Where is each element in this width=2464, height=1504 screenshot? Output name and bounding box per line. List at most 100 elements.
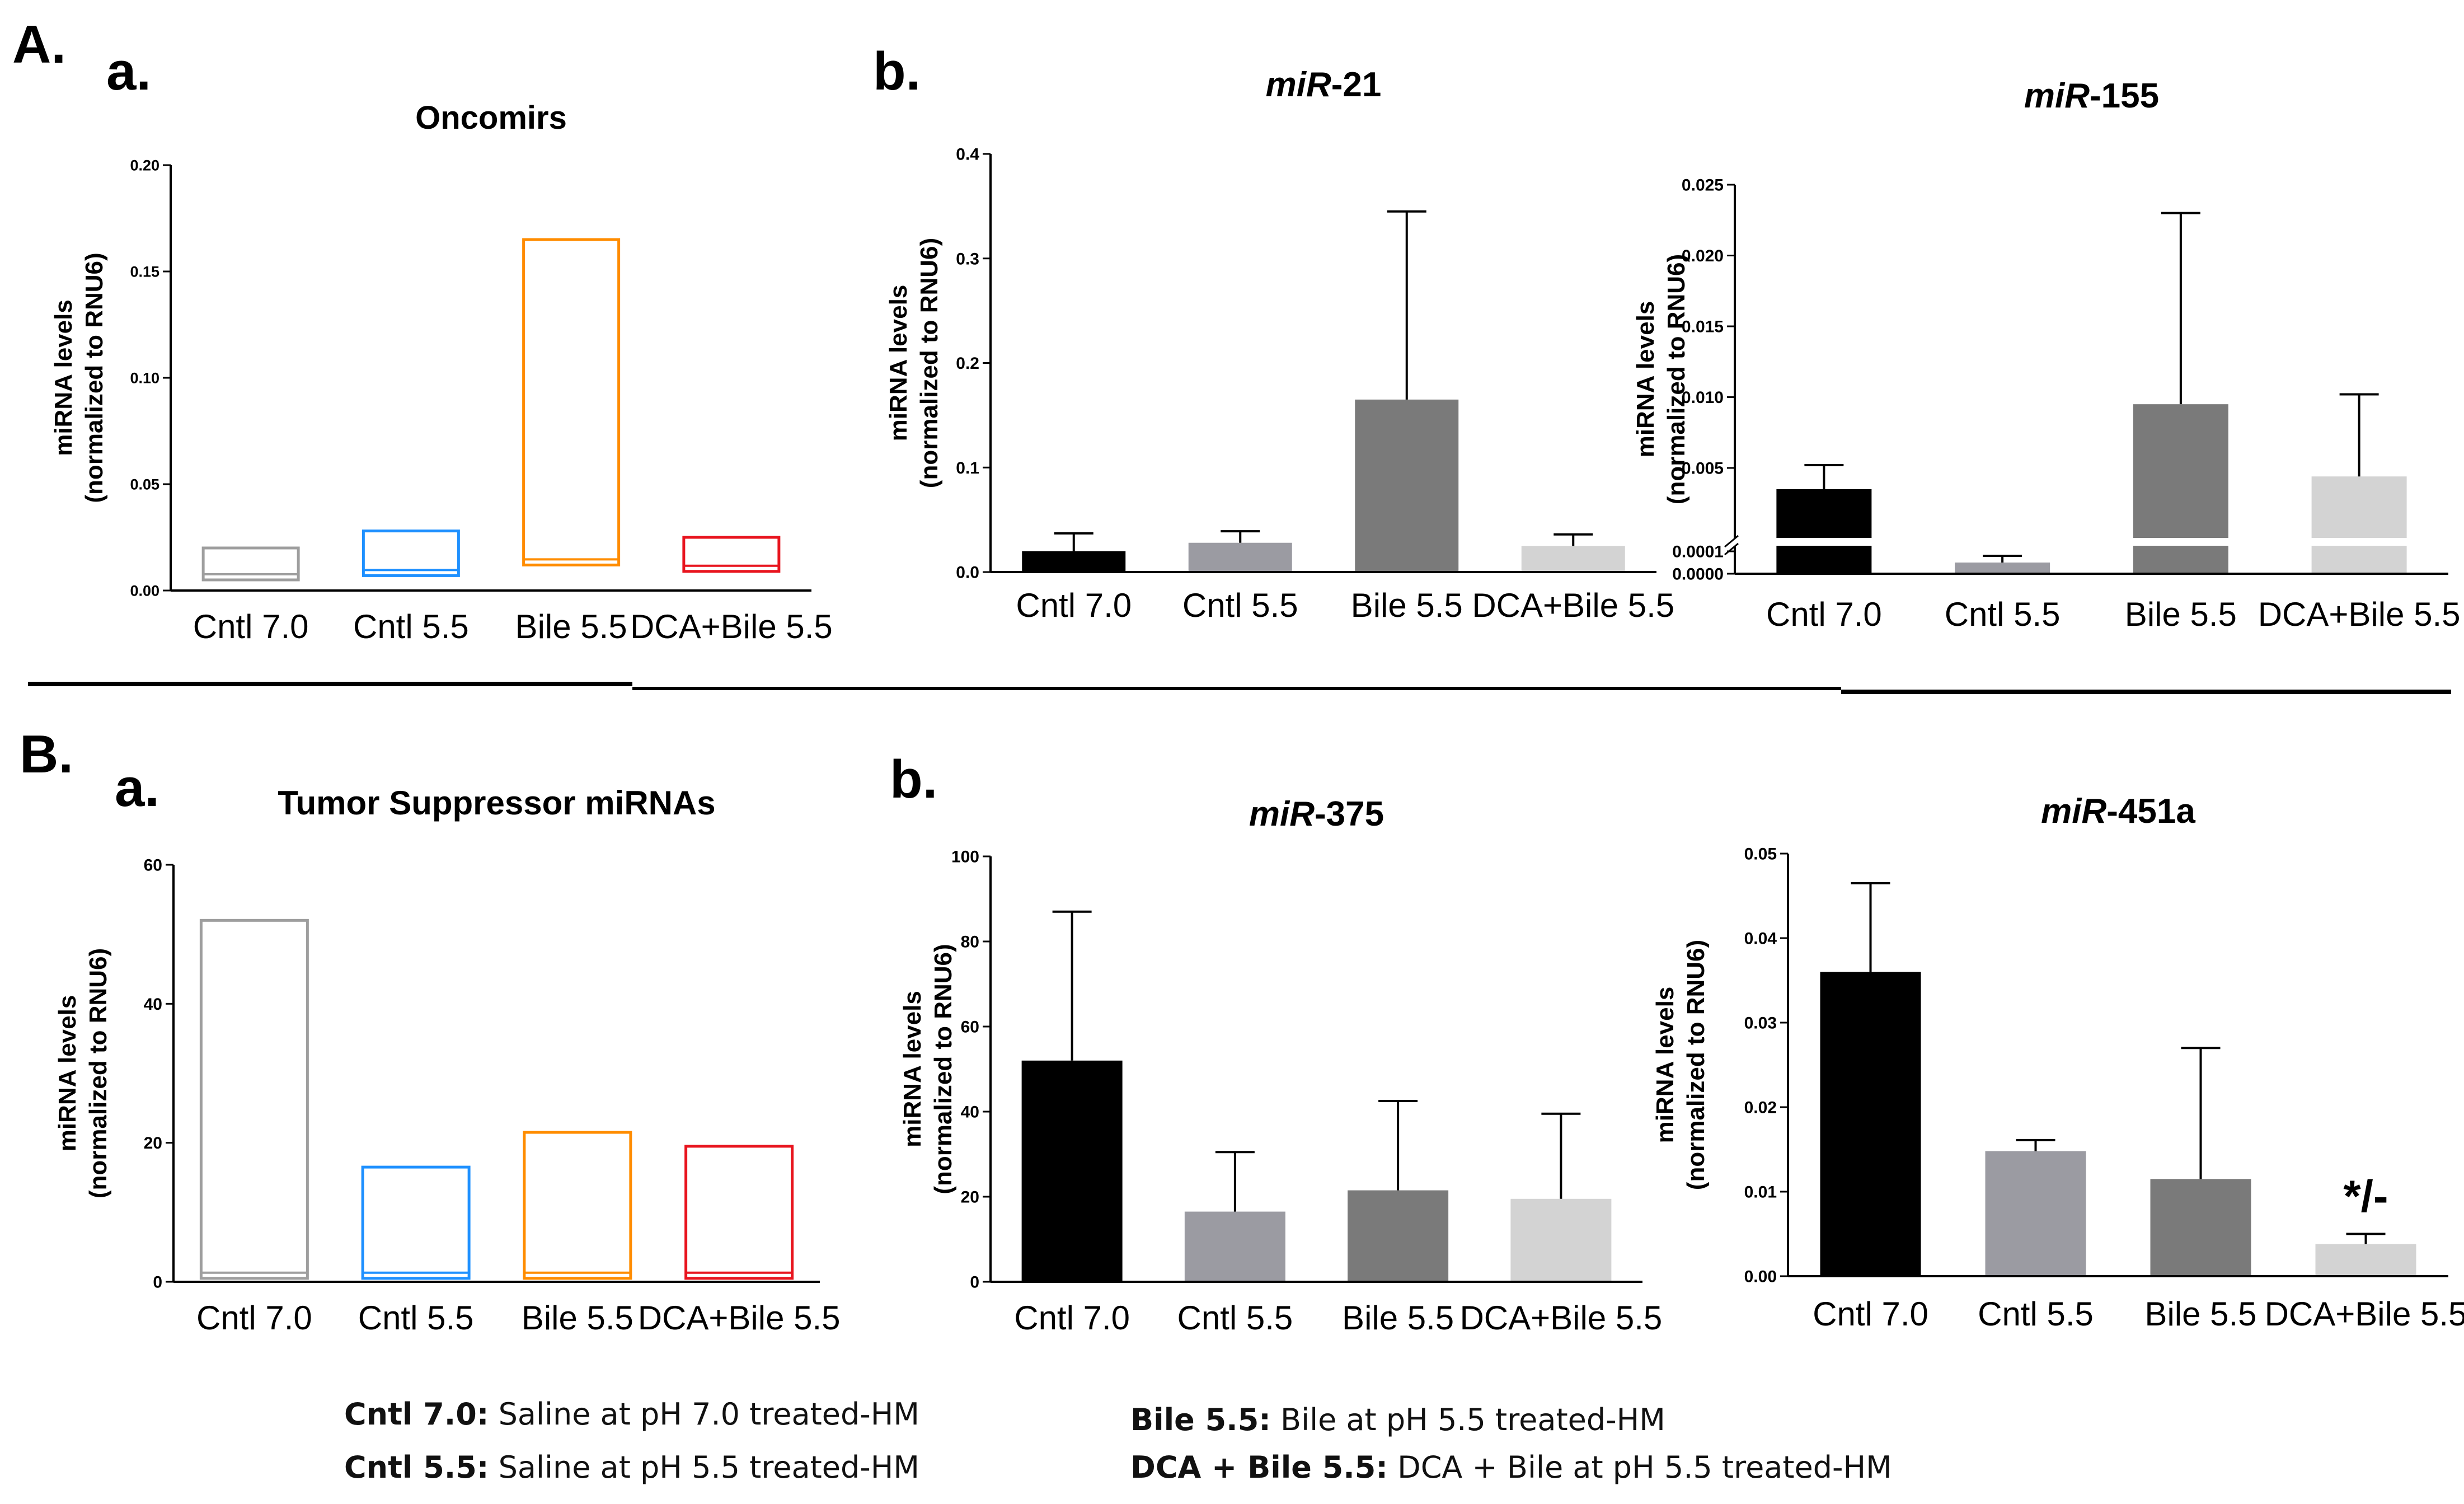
bar — [2311, 476, 2407, 574]
y-tick-label: 0.010 — [1682, 388, 1724, 407]
y-tick-label: 0.005 — [1682, 460, 1724, 478]
bar — [1348, 1190, 1449, 1282]
y-tick-label: 100 — [951, 848, 979, 866]
x-tick-label: Cntl 7.0 — [1813, 1295, 1928, 1333]
bar — [1021, 1060, 1123, 1282]
y-tick-label: 0.05 — [1744, 845, 1777, 864]
y-tick-label: 0.1 — [956, 459, 979, 477]
y-tick-label: 60 — [961, 1018, 979, 1037]
y-tick-label: 60 — [144, 856, 162, 875]
bar — [1985, 1151, 2086, 1276]
panel-label-ba: a. — [115, 758, 159, 818]
y-tick-label: 0.01 — [1744, 1183, 1777, 1202]
y-tick-label: 0.0000 — [1672, 565, 1724, 584]
panel-label-bb: b. — [890, 749, 937, 809]
ylabel-line1: miRNA levels — [885, 285, 912, 442]
ylabel-line2: (normalized to RNU6) — [930, 944, 957, 1194]
y-tick-label: 0.00 — [1744, 1268, 1777, 1286]
bar — [523, 1131, 632, 1280]
x-tick-label: Cntl 7.0 — [196, 1299, 312, 1337]
x-tick-label: Cntl 5.5 — [1945, 596, 2061, 633]
legend-item-dca-bile55: DCA + Bile 5.5: DCA + Bile at pH 5.5 tre… — [1130, 1450, 1892, 1485]
chart-oncomirs: Oncomirs miRNA levels (normalized to RNU6)… — [50, 100, 833, 645]
chart-title-italic: miR — [2024, 77, 2090, 115]
chart-title: Oncomirs — [415, 100, 567, 136]
y-tick-label: 0.15 — [130, 263, 159, 280]
axis-break-gap — [1724, 538, 2448, 546]
y-tick-label: 0.020 — [1682, 247, 1724, 265]
x-tick-label: Cntl 7.0 — [193, 608, 309, 645]
ylabel-line2: (normalized to RNU6) — [1682, 940, 1710, 1190]
x-tick-label: Cntl 5.5 — [1177, 1299, 1293, 1337]
legend-item-cntl70: Cntl 7.0: Saline at pH 7.0 treated-HM — [344, 1397, 919, 1432]
y-tick-label: 0.10 — [130, 369, 159, 386]
x-tick-label: Cntl 5.5 — [1978, 1295, 2094, 1333]
chart-title-rest: -451a — [2106, 792, 2195, 831]
chart-mir451a: miR-451a miRNA levels (normalized to RNU6)… — [1651, 792, 2464, 1333]
x-tick-label: DCA+Bile 5.5 — [2265, 1295, 2464, 1333]
y-tick-label: 0.04 — [1744, 930, 1777, 948]
x-tick-label: Bile 5.5 — [1351, 587, 1463, 624]
x-tick-label: Bile 5.5 — [515, 608, 627, 645]
y-tick-label: 0.0001 — [1672, 543, 1724, 561]
axis-break-mark — [1724, 542, 1739, 556]
ylabel-line1: miRNA levels — [50, 299, 77, 456]
bar — [1521, 546, 1625, 572]
y-tick-label: 0.20 — [130, 157, 159, 174]
bar — [2133, 404, 2228, 574]
y-tick-label: 0.02 — [1744, 1099, 1777, 1117]
panel-label-aa: a. — [106, 41, 151, 101]
bar — [1184, 1211, 1285, 1282]
x-tick-label: Bile 5.5 — [1342, 1299, 1454, 1337]
ylabel-line2: (normalized to RNU6) — [81, 252, 108, 503]
y-tick-label: 20 — [961, 1188, 979, 1207]
bar — [1955, 563, 2050, 574]
section-divider — [28, 682, 2451, 694]
y-tick-label: 0.025 — [1682, 176, 1724, 195]
significance-annotation: */- — [2344, 1172, 2388, 1221]
bar — [199, 919, 309, 1280]
bar — [684, 1145, 794, 1280]
x-tick-label: Cntl 7.0 — [1766, 596, 1882, 633]
y-tick-label: 0.0 — [956, 564, 979, 582]
x-tick-label: Bile 5.5 — [2144, 1295, 2256, 1333]
section-label-b: B. — [20, 724, 73, 784]
axis-break-mark — [1724, 535, 1739, 548]
y-tick-label: 0.015 — [1682, 318, 1724, 336]
y-tick-label: 0.4 — [956, 146, 979, 164]
bar — [2150, 1179, 2251, 1276]
x-tick-label: DCA+Bile 5.5 — [638, 1299, 841, 1337]
bar — [1355, 399, 1459, 572]
chart-title-rest: -21 — [1331, 65, 1382, 104]
y-tick-label: 0.3 — [956, 250, 979, 268]
chart-title-italic: miR — [2041, 792, 2106, 831]
bar — [201, 546, 300, 582]
chart-title-italic: miR — [1266, 65, 1331, 104]
x-tick-label: Cntl 7.0 — [1014, 1299, 1130, 1337]
x-tick-label: DCA+Bile 5.5 — [2258, 596, 2461, 633]
ylabel-line1: miRNA levels — [899, 991, 926, 1147]
x-tick-label: Bile 5.5 — [2125, 596, 2237, 633]
chart-title: miR-21 — [1266, 65, 1382, 104]
x-tick-label: Cntl 5.5 — [1182, 587, 1298, 624]
y-tick-label: 0 — [970, 1273, 979, 1292]
section-labels: A. B. a. b. a. b. — [12, 15, 937, 818]
ylabel-line2: (normalized to RNU6) — [1663, 254, 1690, 504]
x-tick-label: DCA+Bile 5.5 — [1459, 1299, 1662, 1337]
x-tick-label: DCA+Bile 5.5 — [630, 608, 833, 645]
legend-item-cntl55: Cntl 5.5: Saline at pH 5.5 treated-HM — [344, 1450, 919, 1485]
chart-title: Tumor Suppressor miRNAs — [278, 784, 715, 822]
bar — [1022, 551, 1126, 572]
x-tick-label: Cntl 7.0 — [1016, 587, 1132, 624]
bar — [522, 238, 621, 566]
chart-title-rest: -375 — [1315, 795, 1384, 833]
x-tick-label: Cntl 5.5 — [353, 608, 469, 645]
ylabel-line1: miRNA levels — [1651, 987, 1679, 1144]
chart-title: miR-451a — [2041, 792, 2195, 831]
y-tick-label: 0.2 — [956, 354, 979, 373]
bar — [1820, 972, 1921, 1276]
